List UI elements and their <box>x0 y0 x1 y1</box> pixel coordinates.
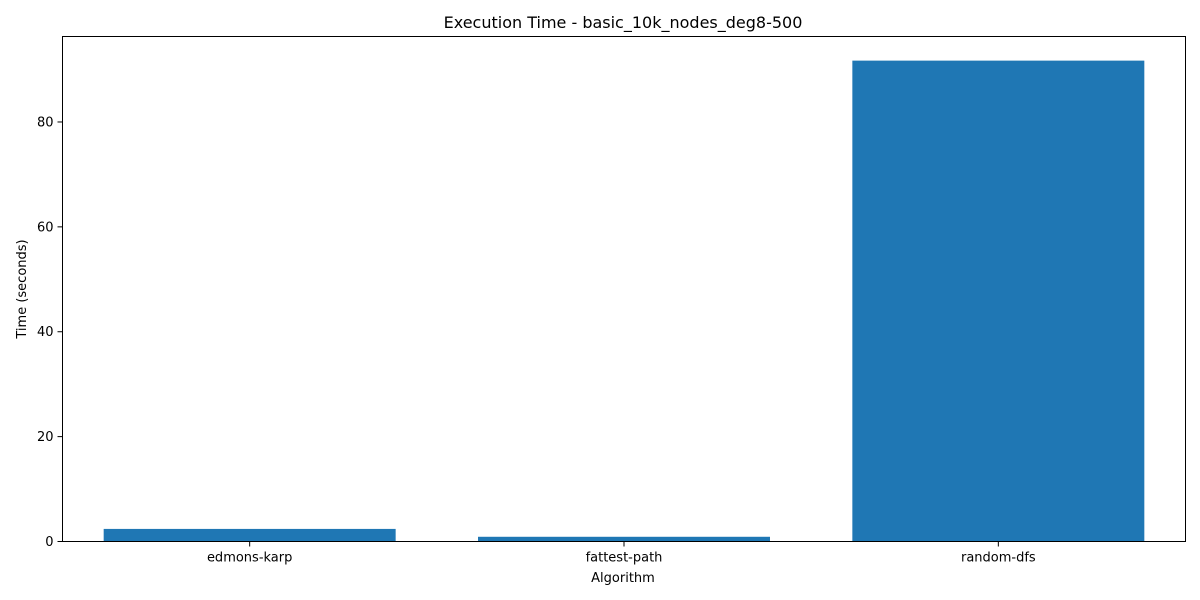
x-axis-ticks: edmons-karp fattest-path random-dfs <box>207 541 1036 566</box>
plot-frame <box>62 36 1186 542</box>
x-axis-label: Algorithm <box>591 571 655 586</box>
bars-group <box>103 60 1145 542</box>
y-tick-label: 80 <box>37 115 54 130</box>
bar-random-dfs <box>852 60 1145 542</box>
chart-title: Execution Time - basic_10k_nodes_deg8-50… <box>444 13 803 33</box>
bar-edmons-karp <box>103 528 396 542</box>
y-tick-label: 40 <box>37 325 54 340</box>
y-axis-ticks: 0 20 40 60 80 <box>37 115 63 550</box>
y-tick-label: 20 <box>37 430 54 445</box>
y-tick-label: 0 <box>45 535 53 550</box>
x-tick-label: edmons-karp <box>207 551 292 566</box>
bar-fattest-path <box>478 536 770 542</box>
y-tick-label: 60 <box>37 220 54 235</box>
x-tick-label: fattest-path <box>586 551 663 566</box>
x-tick-label: random-dfs <box>961 551 1036 566</box>
y-axis-label: Time (seconds) <box>15 239 30 339</box>
